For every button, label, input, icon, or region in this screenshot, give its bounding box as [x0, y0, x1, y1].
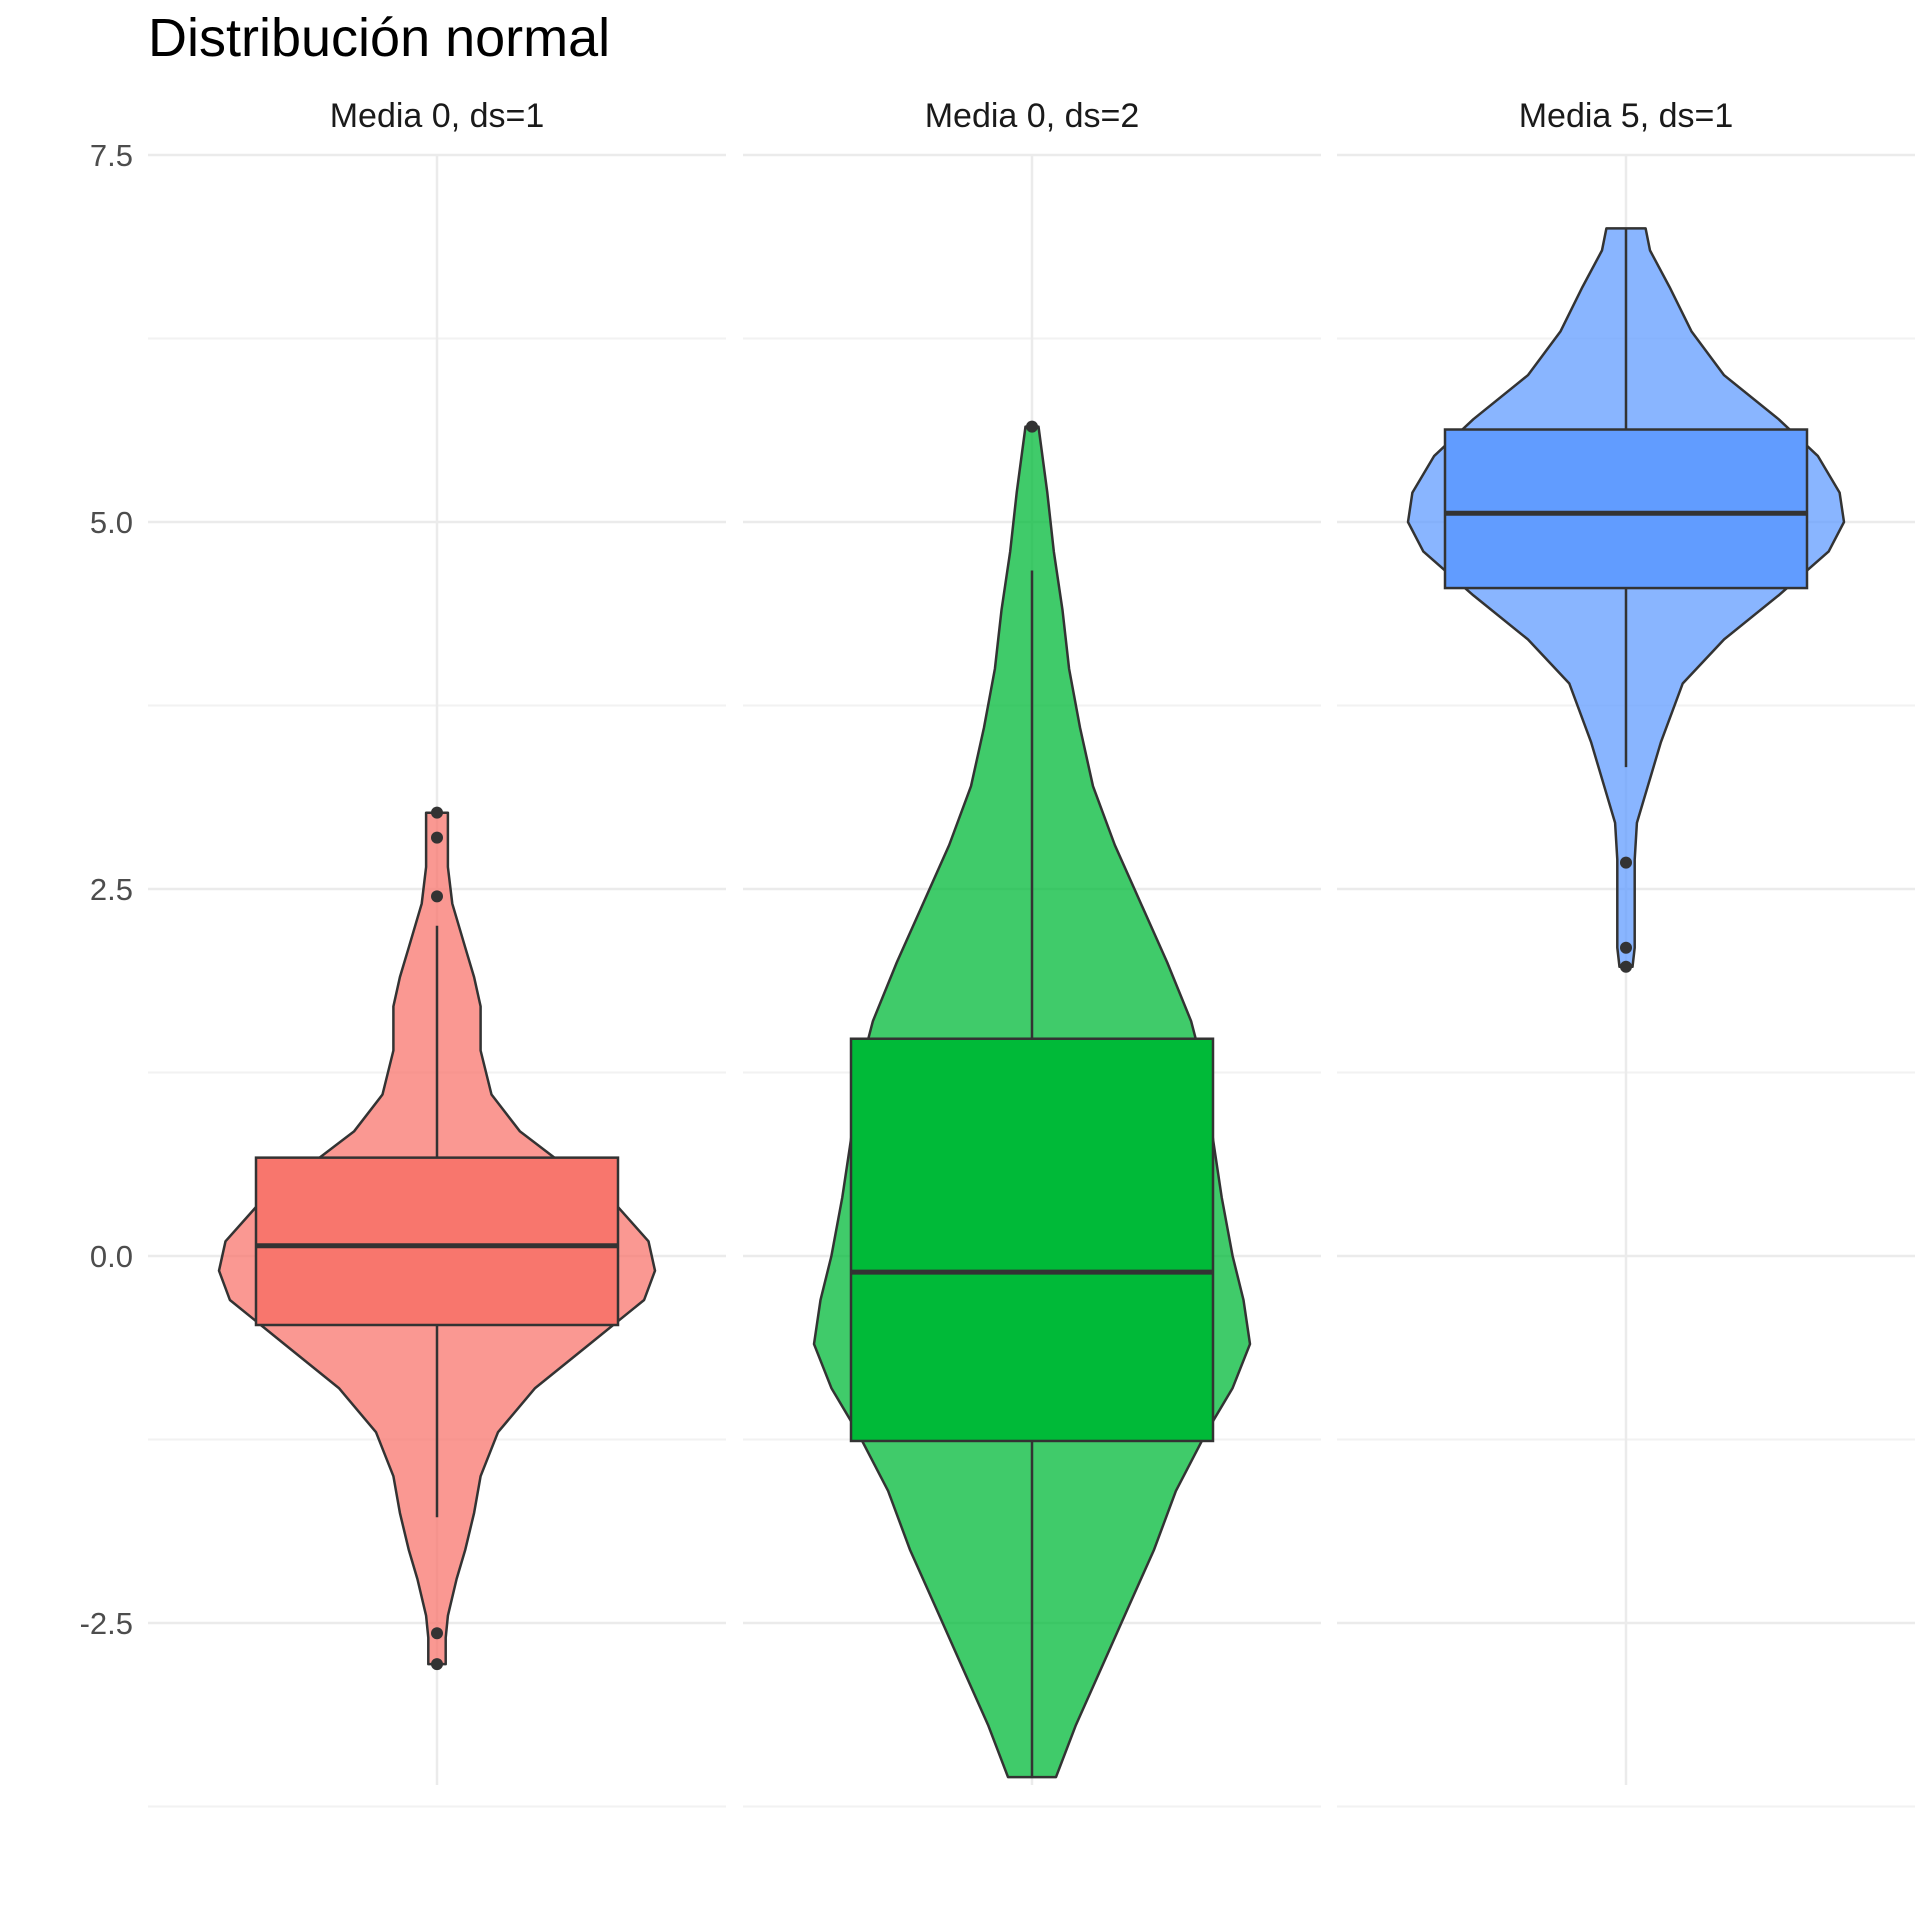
facet-strip-label: Media 0, ds=1: [330, 97, 545, 135]
box-iqr: [849, 1037, 1215, 1443]
outlier-point: [431, 831, 443, 844]
y-axis: -2.5 0.0 2.5 5.0 7.5: [80, 138, 133, 1641]
outlier-point: [1620, 856, 1632, 869]
y-tick-label: 5.0: [90, 505, 133, 540]
outlier-point: [1620, 941, 1632, 954]
facet-panels: Media 0, ds=1 Media 0, ds=2 Media 5, ds=1: [148, 97, 1915, 1808]
facet-panel: Media 0, ds=2: [743, 97, 1321, 1808]
outlier-point: [431, 1627, 443, 1640]
y-tick-label: -2.5: [80, 1606, 133, 1641]
outlier-point: [431, 890, 443, 903]
outlier-point: [431, 806, 443, 819]
y-tick-label: 0.0: [90, 1239, 133, 1274]
box-iqr: [1443, 428, 1809, 590]
outlier-point: [1026, 420, 1038, 433]
chart-title: Distribución normal: [148, 8, 610, 68]
facet-strip-label: Media 5, ds=1: [1519, 97, 1734, 135]
facet-strip-label: Media 0, ds=2: [925, 97, 1140, 135]
outlier-point: [431, 1658, 443, 1671]
y-tick-label: 7.5: [90, 138, 133, 173]
facet-panel: Media 0, ds=1: [148, 97, 726, 1808]
y-tick-label: 2.5: [90, 872, 133, 907]
outlier-point: [1620, 960, 1632, 973]
box-iqr: [254, 1156, 620, 1327]
facet-panel: Media 5, ds=1: [1337, 97, 1915, 1808]
